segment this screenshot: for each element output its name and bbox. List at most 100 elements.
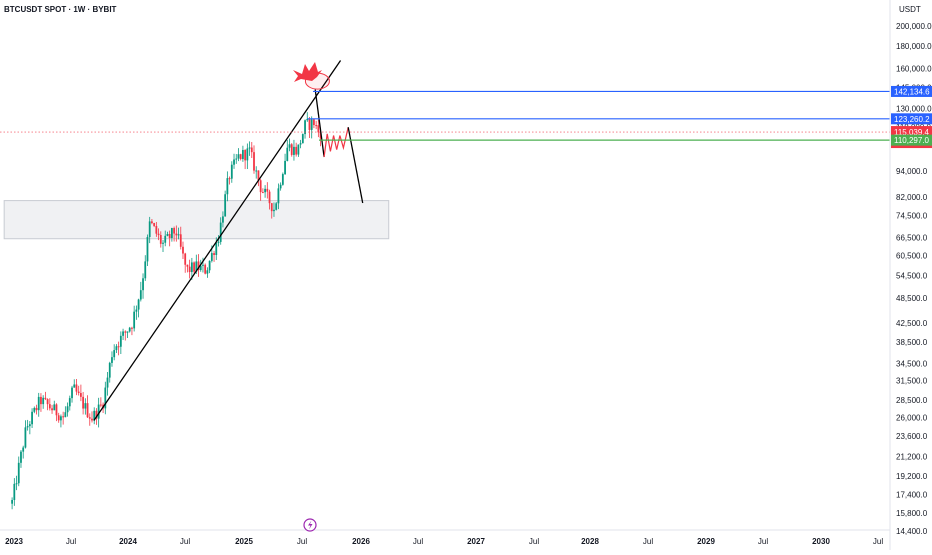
candle-body bbox=[206, 270, 209, 274]
candle-body bbox=[51, 408, 53, 411]
price-tag-142134[interactable]: 142,134.6 bbox=[891, 85, 932, 97]
candle-body bbox=[24, 427, 27, 448]
candle-body bbox=[184, 253, 187, 265]
candle-body bbox=[168, 234, 171, 239]
price-tag-110297-text: 110,297.0 bbox=[894, 136, 930, 145]
candle-body bbox=[95, 410, 98, 419]
support-zone-box[interactable] bbox=[3, 200, 390, 240]
y-tick-label: 15,800.0 bbox=[896, 509, 928, 518]
flag-marker-icon bbox=[293, 62, 322, 82]
x-tick-label: 2028 bbox=[581, 537, 599, 546]
ascending-trendline[interactable] bbox=[93, 60, 342, 421]
candle-body bbox=[273, 209, 275, 212]
y-tick-label: 31,500.0 bbox=[896, 377, 928, 386]
x-tick-label: Jul bbox=[643, 537, 653, 546]
projection-zigzag-path[interactable] bbox=[323, 127, 349, 158]
y-tick-label: 94,000.0 bbox=[896, 167, 928, 176]
price-tag-123260[interactable]: 123,260.2 bbox=[891, 113, 932, 125]
projection-drop-line[interactable] bbox=[314, 89, 325, 158]
y-tick-label: 14,400.0 bbox=[896, 527, 928, 536]
candle-body bbox=[246, 148, 249, 161]
price-tag-123260-bg bbox=[891, 113, 932, 125]
candle-body bbox=[219, 222, 222, 242]
candle-body bbox=[60, 416, 62, 421]
y-tick-label: 48,500.0 bbox=[896, 294, 928, 303]
price-tag-110297-bg bbox=[891, 134, 932, 146]
candle-body bbox=[173, 228, 176, 234]
x-tick-label: 2026 bbox=[352, 537, 370, 546]
candle-body bbox=[208, 260, 211, 271]
candle-body bbox=[313, 119, 315, 126]
candle-body bbox=[226, 178, 229, 195]
y-tick-label: 26,000.0 bbox=[896, 414, 928, 423]
candle-body bbox=[188, 266, 191, 273]
candle-body bbox=[133, 311, 136, 329]
candle-body bbox=[310, 119, 313, 130]
x-tick-label: Jul bbox=[413, 537, 423, 546]
y-tick-label: 42,500.0 bbox=[896, 319, 928, 328]
candle-body bbox=[151, 221, 153, 224]
y-tick-label: 28,500.0 bbox=[896, 396, 928, 405]
candle-body bbox=[97, 404, 100, 419]
price-tag-142134-bg bbox=[891, 85, 932, 97]
candle-body bbox=[170, 228, 173, 239]
current-price-value: 115,039.4 bbox=[894, 128, 930, 137]
y-tick-label: 180,000.0 bbox=[896, 42, 932, 51]
candle-body bbox=[266, 188, 269, 192]
candle-body bbox=[204, 264, 207, 274]
candle-body bbox=[239, 154, 242, 160]
candle-body bbox=[46, 399, 49, 405]
x-tick-label: Jul bbox=[66, 537, 76, 546]
y-tick-label: 130,000.0 bbox=[896, 105, 932, 114]
candle-body bbox=[91, 418, 93, 421]
candle-body bbox=[157, 233, 160, 236]
x-tick-label: Jul bbox=[758, 537, 768, 546]
candle-body bbox=[139, 290, 142, 300]
candle-body bbox=[250, 147, 253, 153]
candle-body bbox=[40, 396, 42, 405]
candle-body bbox=[224, 194, 227, 217]
candle-body bbox=[301, 134, 304, 144]
candle-body bbox=[308, 118, 311, 130]
candle-body bbox=[295, 146, 298, 155]
candle-body bbox=[62, 416, 65, 418]
price-tag-142134-text: 142,134.6 bbox=[894, 87, 930, 96]
candle-body bbox=[159, 235, 162, 244]
candle-body bbox=[15, 483, 18, 485]
candle-body bbox=[284, 160, 286, 175]
candle-body bbox=[33, 407, 36, 412]
x-tick-label: Jul bbox=[180, 537, 190, 546]
candle-body bbox=[162, 242, 164, 244]
candle-body bbox=[17, 462, 20, 484]
candle-body bbox=[270, 203, 273, 212]
candle-body bbox=[13, 483, 16, 500]
candle-body bbox=[48, 404, 51, 409]
candle-body bbox=[11, 499, 13, 504]
candle-body bbox=[122, 331, 124, 336]
candle-body bbox=[244, 150, 247, 161]
candle-body bbox=[68, 398, 71, 407]
y-tick-label: 34,500.0 bbox=[896, 359, 928, 368]
candle-body bbox=[233, 159, 235, 165]
candle-body bbox=[73, 384, 76, 388]
candle-body bbox=[222, 216, 224, 223]
candle-body bbox=[235, 158, 238, 160]
candle-body bbox=[317, 125, 320, 133]
candle-body bbox=[106, 377, 109, 388]
candle-body bbox=[82, 396, 85, 409]
candle-body bbox=[288, 144, 291, 148]
countdown-event-icon[interactable] bbox=[303, 518, 317, 532]
candle-body bbox=[28, 424, 31, 427]
candle-body bbox=[186, 264, 189, 267]
candle-body bbox=[259, 180, 262, 193]
candle-body bbox=[182, 246, 184, 254]
candle-body bbox=[142, 278, 144, 291]
candle-body bbox=[297, 144, 300, 155]
candle-body bbox=[237, 154, 240, 159]
price-tag-110297[interactable]: 110,297.0 bbox=[891, 134, 932, 146]
candle-body bbox=[290, 144, 293, 155]
candle-body bbox=[79, 393, 82, 397]
